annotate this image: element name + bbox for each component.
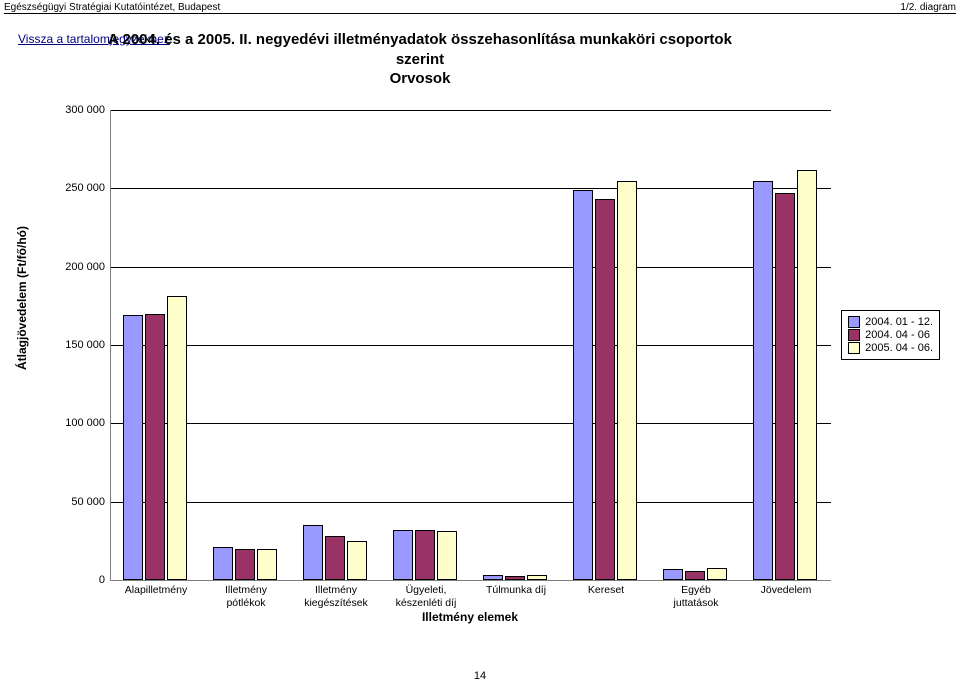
bar (663, 569, 683, 580)
bar (257, 549, 277, 580)
legend-label: 2004. 01 - 12. (865, 316, 933, 328)
x-tick-label: Kereset (561, 580, 651, 597)
y-tick-label: 250 000 (65, 182, 111, 194)
category-group: Illetménypótlékok (201, 110, 291, 580)
bar (393, 530, 413, 580)
bar (235, 549, 255, 580)
bar (753, 181, 773, 581)
bar (573, 190, 593, 580)
legend-item: 2005. 04 - 06. (848, 342, 933, 354)
page-number: 14 (0, 670, 960, 682)
bar (685, 571, 705, 580)
x-tick-label: Jövedelem (741, 580, 831, 597)
legend-swatch (848, 316, 860, 328)
y-tick-label: 200 000 (65, 261, 111, 273)
category-group: Túlmunka díj (471, 110, 561, 580)
x-tick-label: Alapilletmény (111, 580, 201, 597)
x-tick-label: Illetménypótlékok (201, 580, 291, 609)
legend-item: 2004. 04 - 06 (848, 329, 933, 341)
bar (437, 531, 457, 580)
bar (213, 547, 233, 580)
category-group: Ügyeleti,készenléti díj (381, 110, 471, 580)
bar (325, 536, 345, 580)
x-tick-label: Illetménykiegészítések (291, 580, 381, 609)
chart-title-line1: A 2004. és a 2005. II. negyedévi illetmé… (108, 31, 732, 68)
x-tick-label: Ügyeleti,készenléti díj (381, 580, 471, 609)
bar (595, 199, 615, 580)
legend: 2004. 01 - 12.2004. 04 - 062005. 04 - 06… (841, 310, 940, 360)
y-tick-label: 150 000 (65, 339, 111, 351)
category-group: Alapilletmény (111, 110, 201, 580)
chart-title-line2: Orvosok (390, 70, 451, 87)
x-tick-label: Túlmunka díj (471, 580, 561, 597)
legend-swatch (848, 342, 860, 354)
bar (797, 170, 817, 580)
page-marker: 1/2. diagram (900, 2, 956, 13)
institute-name: Egészségügyi Stratégiai Kutatóintézet, B… (4, 2, 220, 13)
category-group: Kereset (561, 110, 651, 580)
category-group: Jövedelem (741, 110, 831, 580)
x-axis-title: Illetmény elemek (110, 610, 830, 624)
header-rule (4, 13, 956, 14)
bar (145, 314, 165, 580)
bar (707, 568, 727, 580)
bar (123, 315, 143, 580)
plot-area: 050 000100 000150 000200 000250 000300 0… (110, 110, 831, 581)
bar (303, 525, 323, 580)
legend-label: 2004. 04 - 06 (865, 329, 930, 341)
bar (775, 193, 795, 580)
category-group: Illetménykiegészítések (291, 110, 381, 580)
y-tick-label: 0 (99, 574, 111, 586)
x-tick-label: Egyébjuttatások (651, 580, 741, 609)
y-axis-label: Átlagjövedelem (Ft/fő/hó) (15, 226, 29, 370)
bar (347, 541, 367, 580)
bar (617, 181, 637, 581)
chart-title: A 2004. és a 2005. II. negyedévi illetmé… (100, 30, 740, 89)
bar (167, 296, 187, 580)
legend-swatch (848, 329, 860, 341)
y-tick-label: 100 000 (65, 417, 111, 429)
chart-container: Átlagjövedelem (Ft/fő/hó) 050 000100 000… (30, 110, 930, 630)
y-tick-label: 50 000 (71, 496, 111, 508)
bar (415, 530, 435, 580)
legend-label: 2005. 04 - 06. (865, 342, 933, 354)
y-tick-label: 300 000 (65, 104, 111, 116)
category-group: Egyébjuttatások (651, 110, 741, 580)
legend-item: 2004. 01 - 12. (848, 316, 933, 328)
